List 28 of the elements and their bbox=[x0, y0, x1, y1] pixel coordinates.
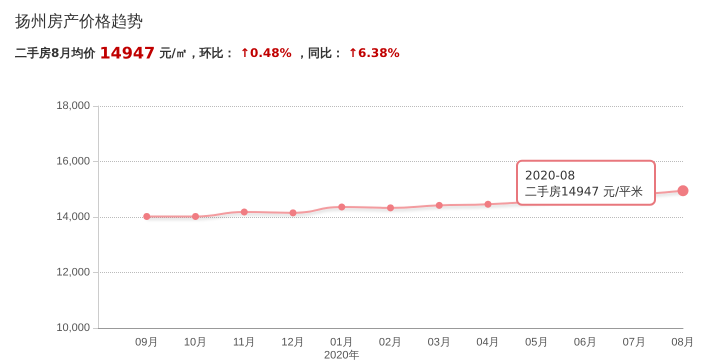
x-tick-label: 04月 bbox=[476, 336, 500, 348]
point bbox=[387, 204, 394, 212]
point bbox=[338, 204, 346, 211]
x-tick-label: 10月 bbox=[184, 336, 208, 348]
point bbox=[240, 208, 248, 216]
annotation: 2020-08 二手房14947 元/平米 bbox=[525, 168, 644, 199]
x-tick-label: 05月 bbox=[525, 336, 548, 348]
y-tick-label: 10,000 bbox=[56, 322, 90, 334]
point bbox=[484, 200, 492, 208]
x-tick-label: 03月 bbox=[428, 336, 451, 348]
chart-subtitle: 二手房8月均价 14947 元/㎡，环比： ↑0.48% ，同比： ↑6.38% bbox=[15, 44, 400, 62]
y-tick-label: 14,000 bbox=[56, 211, 90, 223]
point bbox=[192, 212, 199, 220]
x-tick-label: 01月 2020年 bbox=[324, 336, 360, 362]
y-tick-label: 18,000 bbox=[56, 100, 90, 112]
x-tick-label: 06月 bbox=[574, 336, 598, 348]
point bbox=[290, 209, 296, 216]
x-tick-label: 07月 bbox=[622, 336, 646, 348]
x-tick-label: 08月 bbox=[671, 336, 695, 348]
x-tick-label: 09月 bbox=[135, 336, 158, 348]
chart-title: 扬州房产价格趋势 bbox=[15, 12, 143, 30]
x-tick-label: 12月 bbox=[281, 336, 305, 348]
point bbox=[436, 202, 443, 209]
point bbox=[143, 212, 150, 220]
x-tick-label: 11月 bbox=[233, 336, 256, 348]
y-tick-label: 12,000 bbox=[56, 266, 90, 278]
x-tick-label: 02月 bbox=[378, 336, 402, 348]
y-tick-label: 16,000 bbox=[56, 156, 90, 168]
